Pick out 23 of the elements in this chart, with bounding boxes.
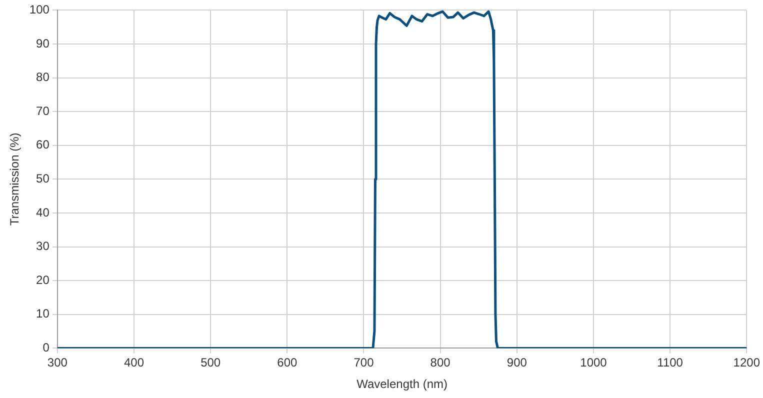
x-tick-label: 1000 — [580, 356, 608, 370]
x-tick-label: 500 — [200, 356, 221, 370]
y-tick-label: 90 — [36, 36, 50, 50]
y-tick-label: 60 — [36, 138, 50, 152]
y-tick-label: 100 — [29, 2, 50, 17]
x-tick-label: 600 — [277, 356, 298, 370]
x-axis-title: Wavelength (nm) — [356, 377, 448, 392]
y-tick-label: 40 — [36, 205, 50, 220]
y-tick-label: 20 — [36, 272, 50, 287]
x-tick-label: 1100 — [657, 356, 684, 370]
x-tick-label: 400 — [124, 356, 144, 370]
x-tick-label: 1200 — [733, 356, 760, 370]
x-tick-label: 700 — [354, 356, 374, 370]
x-tick-label: 900 — [506, 356, 528, 370]
x-tick-label: 800 — [430, 356, 451, 370]
y-tick-label: 70 — [36, 104, 50, 118]
y-tick-label: 10 — [36, 306, 50, 321]
y-tick-label: 0 — [42, 340, 50, 355]
x-tick-label: 300 — [47, 356, 68, 370]
y-tick-label: 80 — [36, 70, 50, 84]
y-tick-label: 30 — [36, 239, 50, 254]
y-tick-label: 50 — [36, 172, 50, 186]
y-axis-title: Transmission (%) — [8, 132, 22, 226]
